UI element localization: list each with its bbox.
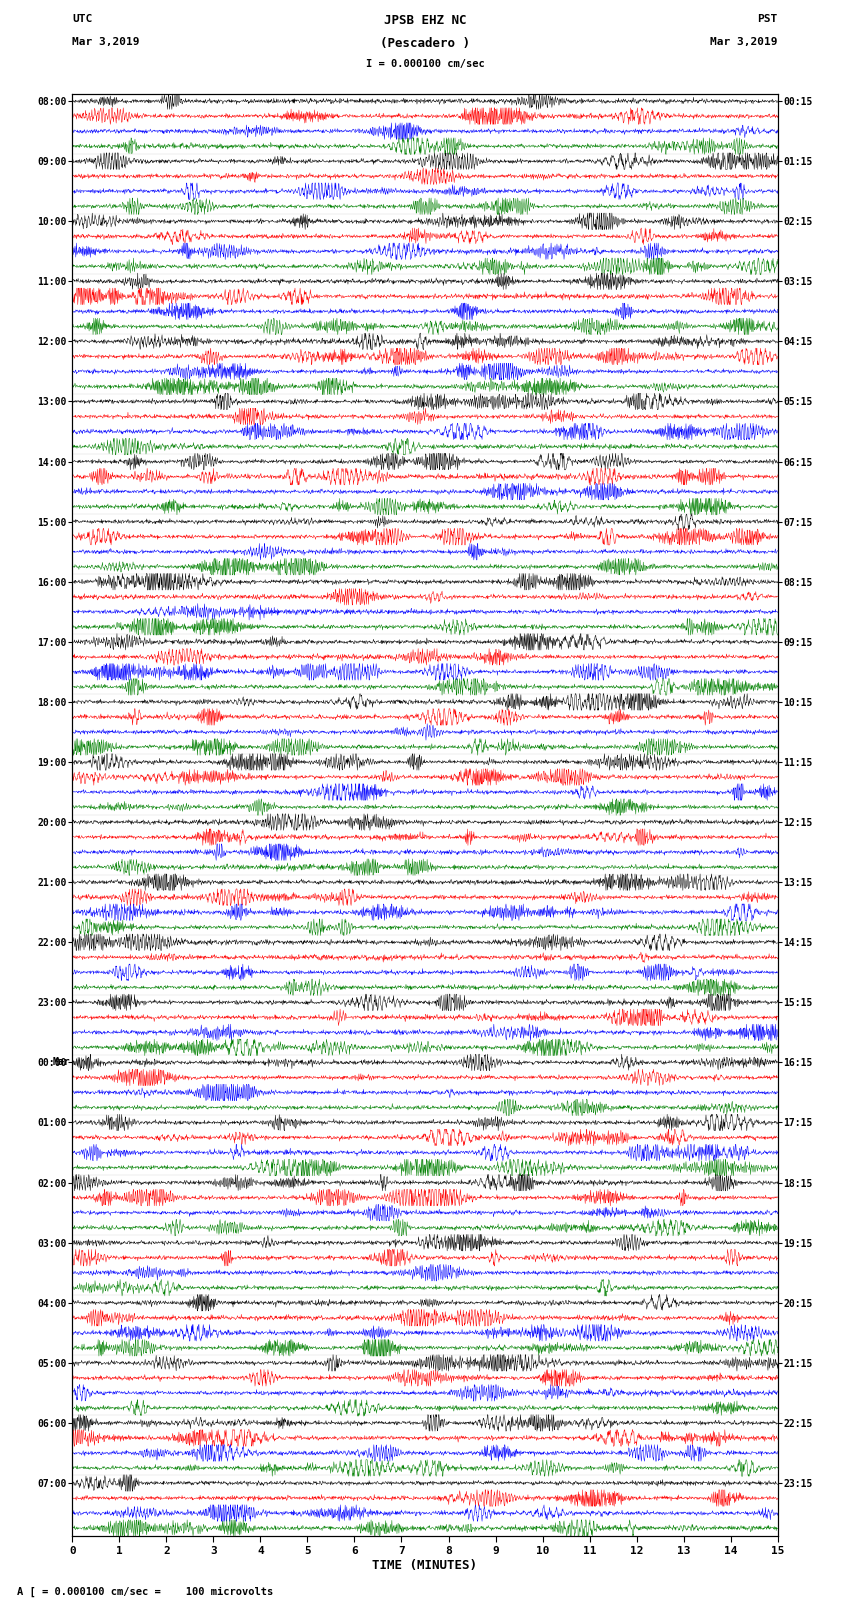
Text: JPSB EHZ NC: JPSB EHZ NC <box>383 15 467 27</box>
Text: Mar 3,2019: Mar 3,2019 <box>711 37 778 47</box>
Text: Mar 3,2019: Mar 3,2019 <box>72 37 139 47</box>
X-axis label: TIME (MINUTES): TIME (MINUTES) <box>372 1558 478 1571</box>
Text: A [ = 0.000100 cm/sec =    100 microvolts: A [ = 0.000100 cm/sec = 100 microvolts <box>17 1587 273 1597</box>
Text: PST: PST <box>757 15 778 24</box>
Text: UTC: UTC <box>72 15 93 24</box>
Text: I = 0.000100 cm/sec: I = 0.000100 cm/sec <box>366 60 484 69</box>
Text: (Pescadero ): (Pescadero ) <box>380 37 470 50</box>
Text: Mar: Mar <box>53 1058 71 1068</box>
